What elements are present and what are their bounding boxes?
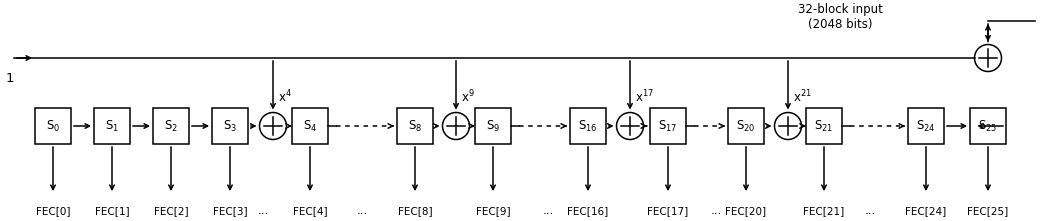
Text: x$^4$: x$^4$ [278, 89, 292, 105]
Text: S$_0$: S$_0$ [45, 118, 60, 133]
FancyBboxPatch shape [908, 108, 944, 144]
Text: FEC[9]: FEC[9] [476, 206, 510, 216]
Text: 1: 1 [6, 72, 15, 86]
Text: S$_2$: S$_2$ [164, 118, 178, 133]
FancyBboxPatch shape [728, 108, 764, 144]
FancyBboxPatch shape [570, 108, 606, 144]
Text: S$_{16}$: S$_{16}$ [579, 118, 598, 133]
Text: ...: ... [864, 204, 876, 217]
Text: FEC[0]: FEC[0] [36, 206, 70, 216]
FancyBboxPatch shape [397, 108, 433, 144]
Text: FEC[24]: FEC[24] [906, 206, 947, 216]
Text: ...: ... [257, 204, 269, 217]
FancyBboxPatch shape [475, 108, 511, 144]
Text: FEC[21]: FEC[21] [803, 206, 844, 216]
Text: FEC[3]: FEC[3] [213, 206, 248, 216]
Text: S$_{24}$: S$_{24}$ [916, 118, 935, 133]
Text: FEC[4]: FEC[4] [293, 206, 327, 216]
FancyBboxPatch shape [212, 108, 248, 144]
FancyBboxPatch shape [153, 108, 189, 144]
Text: S$_1$: S$_1$ [105, 118, 120, 133]
Text: FEC[8]: FEC[8] [398, 206, 433, 216]
Text: S$_4$: S$_4$ [303, 118, 317, 133]
Text: ...: ... [357, 204, 367, 217]
Text: FEC[20]: FEC[20] [726, 206, 767, 216]
Text: S$_3$: S$_3$ [223, 118, 237, 133]
Text: S$_{20}$: S$_{20}$ [736, 118, 755, 133]
Text: 32-block input
(2048 bits): 32-block input (2048 bits) [798, 3, 882, 31]
Text: S$_{17}$: S$_{17}$ [658, 118, 678, 133]
Text: x$^9$: x$^9$ [461, 89, 475, 105]
Text: S$_8$: S$_8$ [408, 118, 422, 133]
Text: S$_{21}$: S$_{21}$ [815, 118, 834, 133]
Text: FEC[17]: FEC[17] [647, 206, 689, 216]
Text: FEC[25]: FEC[25] [967, 206, 1008, 216]
Text: S$_9$: S$_9$ [486, 118, 500, 133]
Text: FEC[1]: FEC[1] [94, 206, 129, 216]
FancyBboxPatch shape [806, 108, 842, 144]
FancyBboxPatch shape [35, 108, 71, 144]
FancyBboxPatch shape [970, 108, 1006, 144]
FancyBboxPatch shape [94, 108, 130, 144]
FancyBboxPatch shape [650, 108, 686, 144]
FancyBboxPatch shape [292, 108, 328, 144]
Text: x$^{21}$: x$^{21}$ [794, 89, 811, 105]
Text: ...: ... [710, 204, 722, 217]
Text: x$^{17}$: x$^{17}$ [635, 89, 654, 105]
Text: FEC[16]: FEC[16] [567, 206, 608, 216]
Text: FEC[2]: FEC[2] [153, 206, 188, 216]
Text: S$_{25}$: S$_{25}$ [979, 118, 998, 133]
Text: ...: ... [543, 204, 553, 217]
